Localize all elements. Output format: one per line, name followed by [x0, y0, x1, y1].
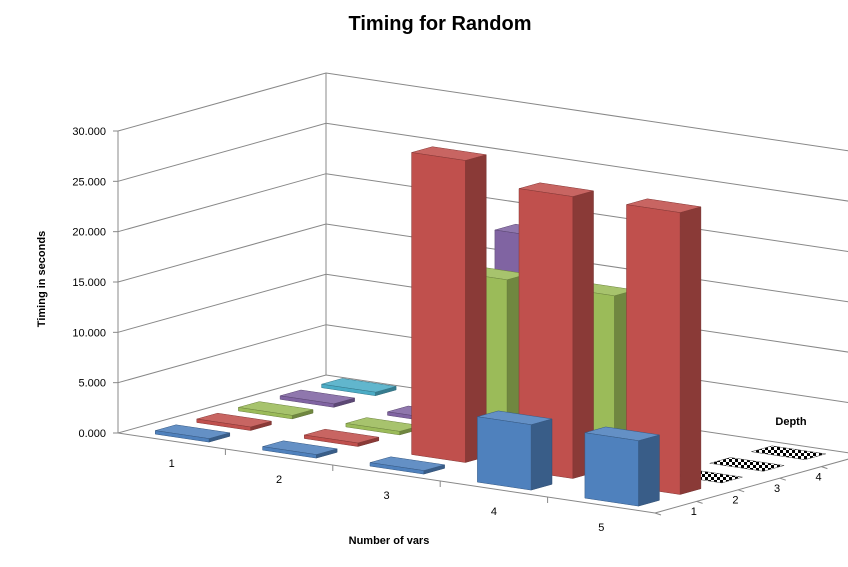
y-tick-label: 5.000	[78, 378, 106, 390]
depth-tick-mark	[738, 489, 745, 493]
depth-tick-mark	[654, 512, 662, 516]
bar-front	[477, 416, 532, 491]
x-axis-title: Number of vars	[349, 535, 430, 547]
bar-d1-x1	[155, 424, 231, 443]
bar-front	[262, 446, 317, 459]
bar-front	[584, 432, 639, 507]
bar-front	[155, 430, 210, 443]
empty-value-marker	[709, 457, 785, 472]
bar-side	[638, 434, 660, 507]
bar-d2-x3	[411, 146, 487, 463]
depth-tick-label: 2	[732, 495, 738, 507]
bar-front	[238, 407, 293, 420]
bar-d1-x3	[369, 456, 445, 475]
bar-d2-x5	[626, 198, 702, 495]
bar-d5-x1	[321, 378, 397, 397]
x-tick-label: 5	[598, 522, 604, 534]
bar-d2-x1	[196, 412, 272, 431]
bar-d1-x2	[262, 440, 338, 459]
x-tick-label: 3	[383, 490, 389, 502]
bar-front	[304, 434, 359, 447]
y-tick-label: 15.000	[72, 277, 106, 289]
depth-tick-mark	[821, 466, 828, 470]
bar-side	[679, 206, 702, 495]
bar-d2-x2	[304, 428, 380, 447]
x-axis-line	[117, 432, 656, 514]
depth-tick-label: 3	[774, 483, 780, 495]
bar-d1-x5	[584, 426, 660, 507]
bar-front	[196, 418, 251, 431]
depth-tick-label: 1	[691, 506, 697, 518]
y-tick-label: 10.000	[72, 327, 106, 339]
bar-front	[518, 188, 574, 479]
gridline	[117, 72, 848, 152]
bar-front	[345, 423, 400, 436]
bar-d3-x1	[238, 401, 314, 420]
bar-side	[530, 418, 553, 491]
y-tick-label: 25.000	[72, 176, 106, 188]
bar-front	[321, 383, 376, 396]
x-tick-label: 4	[491, 506, 497, 518]
bar-d3-x2	[345, 417, 421, 436]
bar-front	[369, 462, 425, 475]
bar-d2-x4	[518, 182, 594, 479]
bar-front	[279, 395, 335, 408]
bar-front	[411, 152, 466, 463]
y-tick-label: 20.000	[72, 227, 106, 239]
depth-axis-title: Depth	[775, 416, 806, 428]
depth-tick-mark	[779, 477, 786, 481]
axes	[113, 130, 848, 516]
y-tick-label: 0.000	[78, 428, 106, 440]
x-tick-label: 1	[169, 458, 175, 470]
gridlines	[117, 72, 848, 454]
chart-title: Timing for Random	[349, 13, 532, 35]
bars	[155, 146, 826, 507]
y-axis-title: Timing in seconds	[36, 231, 48, 327]
depth-tick-mark	[696, 500, 703, 504]
bar-d1-x4	[477, 410, 553, 491]
tick-labels: 0.000 5.000 10.000 15.000 20.000 25.000 30.000…	[72, 126, 822, 534]
depth-axis-line	[654, 458, 848, 514]
y-tick-label: 30.000	[72, 126, 106, 138]
depth-tick-label: 4	[816, 471, 822, 483]
bar-d4-x1	[279, 389, 355, 408]
empty-value-marker	[751, 445, 826, 460]
bar-front	[626, 204, 681, 495]
x-tick-label: 2	[276, 474, 282, 486]
